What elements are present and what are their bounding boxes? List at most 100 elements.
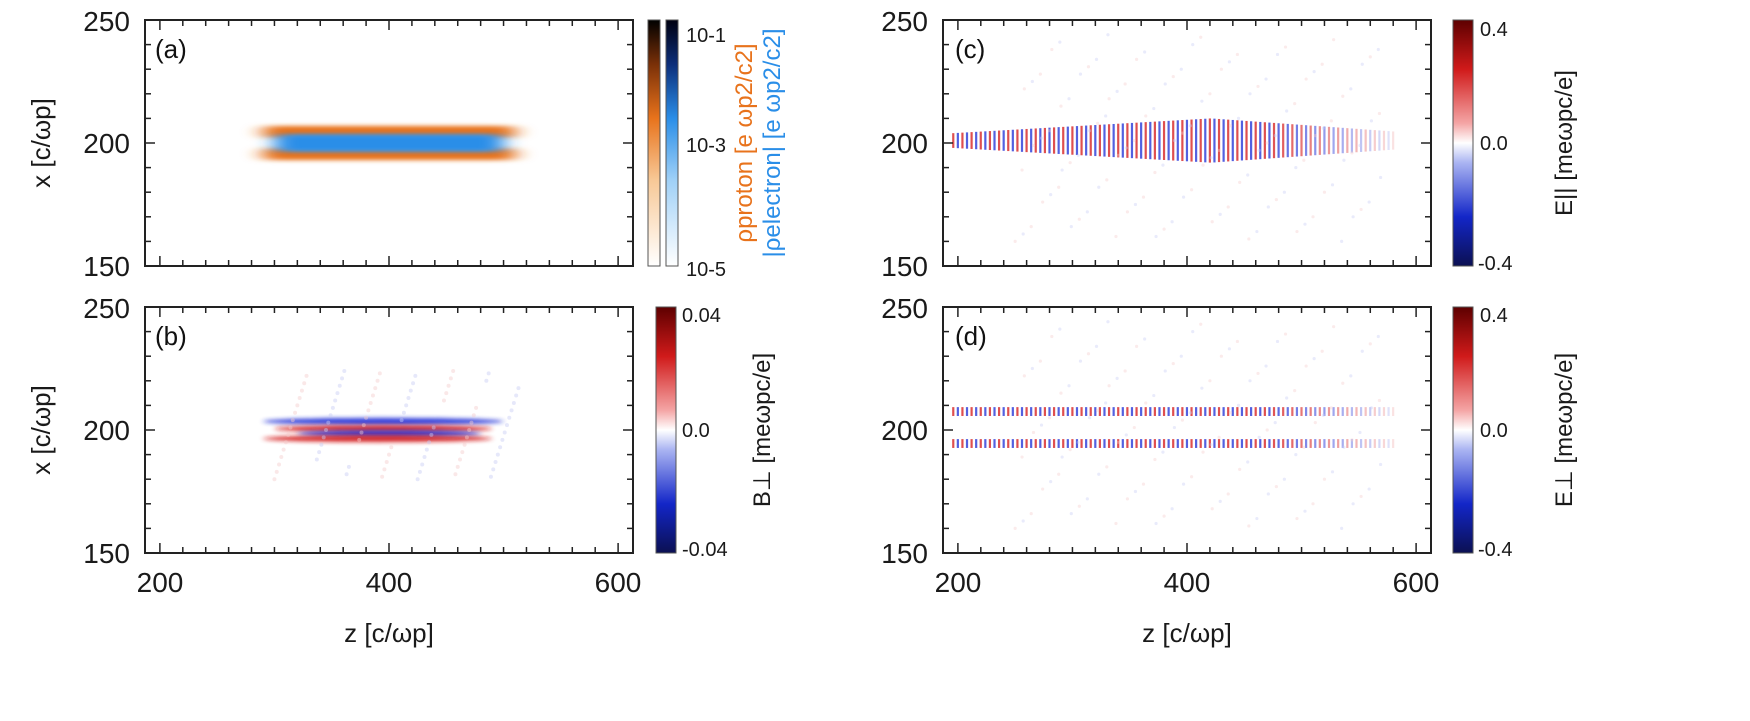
b-speckle	[498, 445, 503, 450]
d-ripple	[1123, 369, 1127, 373]
b-speckle	[399, 418, 404, 423]
c-wave-stripe	[1057, 127, 1060, 154]
c-ripple	[1067, 97, 1071, 101]
c-wave-stripe	[965, 132, 969, 149]
d-wave-stripe	[1140, 439, 1143, 448]
c-ripple	[1170, 220, 1174, 224]
d-wave-stripe	[1350, 439, 1354, 448]
c-wave-stripe	[1378, 130, 1381, 151]
b-xtick-200: 200	[137, 567, 184, 598]
b-speckle	[326, 420, 331, 425]
d-wave-stripe	[1153, 407, 1156, 416]
panel-d: (d) 250 200 150 200 400 600 z [c/ωp] 0.4…	[881, 293, 1578, 648]
d-wave-stripe	[1130, 407, 1134, 416]
c-wave-stripe	[1254, 121, 1257, 160]
b-speckle	[420, 462, 425, 467]
c-ripple	[1265, 141, 1269, 145]
d-ripple	[1369, 406, 1374, 410]
d-wave-stripe	[1176, 407, 1179, 416]
d-ripple	[1115, 376, 1119, 380]
d-wave-stripe	[1217, 439, 1221, 448]
colorbar-electron	[665, 19, 679, 267]
b-speckle	[507, 415, 512, 420]
c-wave-stripe	[1318, 126, 1321, 155]
d-ripple	[1077, 504, 1081, 508]
c-wave-stripe	[1080, 125, 1083, 156]
d-ripple	[1085, 497, 1089, 501]
c-ripple	[1047, 129, 1052, 133]
c-ripple	[1376, 47, 1380, 52]
d-wave-stripe	[1291, 407, 1294, 416]
c-ripple	[1255, 229, 1259, 234]
d-ripple	[1049, 480, 1053, 484]
c-wave-stripe	[1369, 129, 1372, 152]
d-ytick-200: 200	[881, 415, 928, 446]
panel-d-tag: (d)	[955, 321, 987, 351]
c-ripple	[1021, 232, 1025, 236]
c-ripple	[1246, 173, 1250, 177]
c-wave-stripe	[1304, 125, 1308, 156]
c-ripple	[1293, 102, 1297, 106]
d-wave-stripe	[1332, 439, 1335, 448]
c-wave-stripe	[1153, 121, 1156, 160]
d-wave-stripe	[1172, 407, 1175, 416]
d-wave-stripe	[1327, 407, 1331, 416]
b-speckle	[368, 400, 373, 405]
d-wave-stripe	[1277, 407, 1280, 416]
b-speckle	[274, 469, 279, 474]
d-wave-stripe	[979, 439, 982, 448]
c-wave-stripe	[975, 131, 978, 150]
c-wave-stripe	[1002, 130, 1005, 151]
c-ripple	[1123, 82, 1127, 86]
d-ripple	[1236, 403, 1241, 407]
c-ripple	[1340, 239, 1344, 243]
d-wave-stripe	[1121, 439, 1124, 448]
d-ripple	[1116, 440, 1120, 444]
d-wave-stripe	[961, 439, 964, 448]
d-wave-stripe	[1011, 407, 1014, 416]
d-wave-stripe	[1277, 439, 1280, 448]
c-ripple	[1226, 205, 1230, 209]
d-wave-stripe	[1341, 439, 1344, 448]
d-wave-stripe	[1236, 407, 1239, 416]
c-wave-stripe	[984, 131, 987, 150]
b-cbar-tick-bot: -0.04	[682, 539, 728, 561]
c-ytick-250: 250	[881, 6, 928, 37]
b-ytick-250: 250	[83, 293, 130, 324]
b-speckle	[323, 428, 328, 432]
c-ripple	[1332, 38, 1336, 42]
d-ripple	[1050, 334, 1054, 339]
d-ripple	[1367, 487, 1371, 491]
d-wave-stripe	[1272, 407, 1276, 416]
b-speckle	[299, 388, 304, 393]
c-wave-stripe	[1217, 118, 1221, 163]
c-ripple	[1132, 138, 1136, 143]
b-speckle	[502, 430, 507, 435]
c-ripple	[1031, 143, 1036, 148]
d-ripple	[1226, 492, 1230, 496]
d-wave-stripe	[1158, 407, 1161, 416]
b-speckle	[422, 455, 427, 460]
d-ripple	[1163, 369, 1167, 373]
c-ripple	[1330, 183, 1335, 187]
b-speckle	[344, 472, 349, 477]
b-speckle	[446, 383, 451, 388]
c-ripple	[1179, 67, 1183, 71]
b-cbar-title: B⊥ [meωpc/e]	[749, 353, 776, 507]
d-wave-stripe	[1231, 407, 1234, 416]
d-ripple	[1349, 374, 1353, 378]
c-ripple	[1060, 168, 1064, 172]
d-wave-stripe	[1144, 407, 1147, 416]
d-wave-stripe	[1176, 439, 1179, 448]
d-ripple	[1235, 339, 1240, 344]
d-wave-stripe	[1048, 439, 1051, 448]
d-wave-stripe	[1089, 439, 1092, 448]
d-wave-stripe	[1057, 439, 1060, 448]
d-wave-stripe	[1208, 439, 1211, 448]
b-speckle	[514, 393, 519, 398]
b-speckle	[413, 373, 418, 378]
d-ripple	[1030, 366, 1034, 371]
c-wave-stripe	[1282, 123, 1285, 158]
b-ytick-200: 200	[83, 415, 130, 446]
c-ripple	[1076, 153, 1080, 157]
